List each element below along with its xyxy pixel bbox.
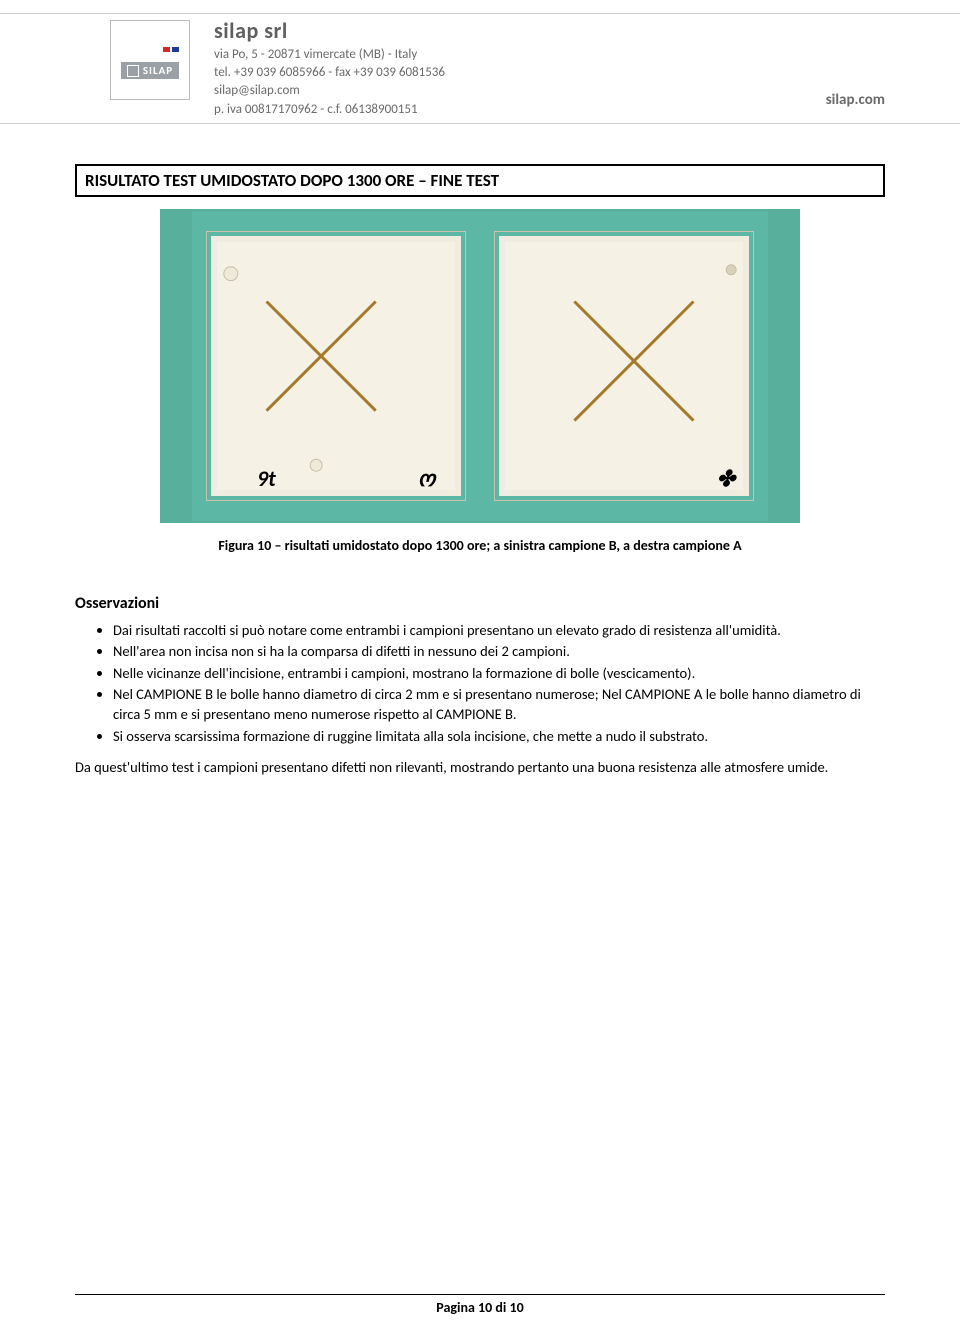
company-info: silap srl via Po, 5 - 20871 vimercate (M…	[214, 20, 445, 119]
obs-item: Dai risultati raccolti si può notare com…	[113, 621, 885, 641]
sample-b: 9t ო	[192, 211, 480, 521]
figure: 9t ო ✤ Fig	[75, 209, 885, 554]
incision-b	[207, 232, 465, 500]
company-site: silap.com	[826, 91, 885, 109]
obs-item: Nell'area non incisa non si ha la compar…	[113, 642, 885, 662]
observations-list: Dai risultati raccolti si può notare com…	[75, 621, 885, 746]
sample-photos: 9t ო ✤	[160, 209, 800, 523]
logo: SILAP	[110, 20, 190, 100]
sample-a-corner: ✤	[717, 465, 735, 492]
sample-a: ✤	[480, 211, 768, 521]
page-header: SILAP silap srl via Po, 5 - 20871 vimerc…	[0, 14, 960, 119]
obs-item: Si osserva scarsissima formazione di rug…	[113, 727, 885, 747]
company-email: silap@silap.com	[214, 82, 445, 100]
figure-caption: Figura 10 – risultati umidostato dopo 13…	[75, 537, 885, 554]
section-title: RISULTATO TEST UMIDOSTATO DOPO 1300 ORE …	[75, 164, 885, 197]
incision-a	[495, 232, 753, 500]
company-telfax: tel. +39 039 6085966 - fax +39 039 60815…	[214, 64, 445, 82]
company-address: via Po, 5 - 20871 vimercate (MB) - Italy	[214, 46, 445, 64]
observations-heading: Osservazioni	[75, 594, 885, 613]
sample-b-corner: ო	[418, 465, 435, 492]
sample-b-mark: 9t	[257, 465, 276, 492]
logo-text: SILAP	[121, 62, 179, 79]
company-piva: p. iva 00817170962 - c.f. 06138900151	[214, 101, 445, 119]
page-footer: Pagina 10 di 10	[75, 1294, 885, 1316]
observations-summary: Da quest'ultimo test i campioni presenta…	[75, 758, 885, 778]
obs-item: Nelle vicinanze dell'incisione, entrambi…	[113, 664, 885, 684]
obs-item: Nel CAMPIONE B le bolle hanno diametro d…	[113, 685, 885, 724]
company-name: silap srl	[214, 20, 445, 42]
